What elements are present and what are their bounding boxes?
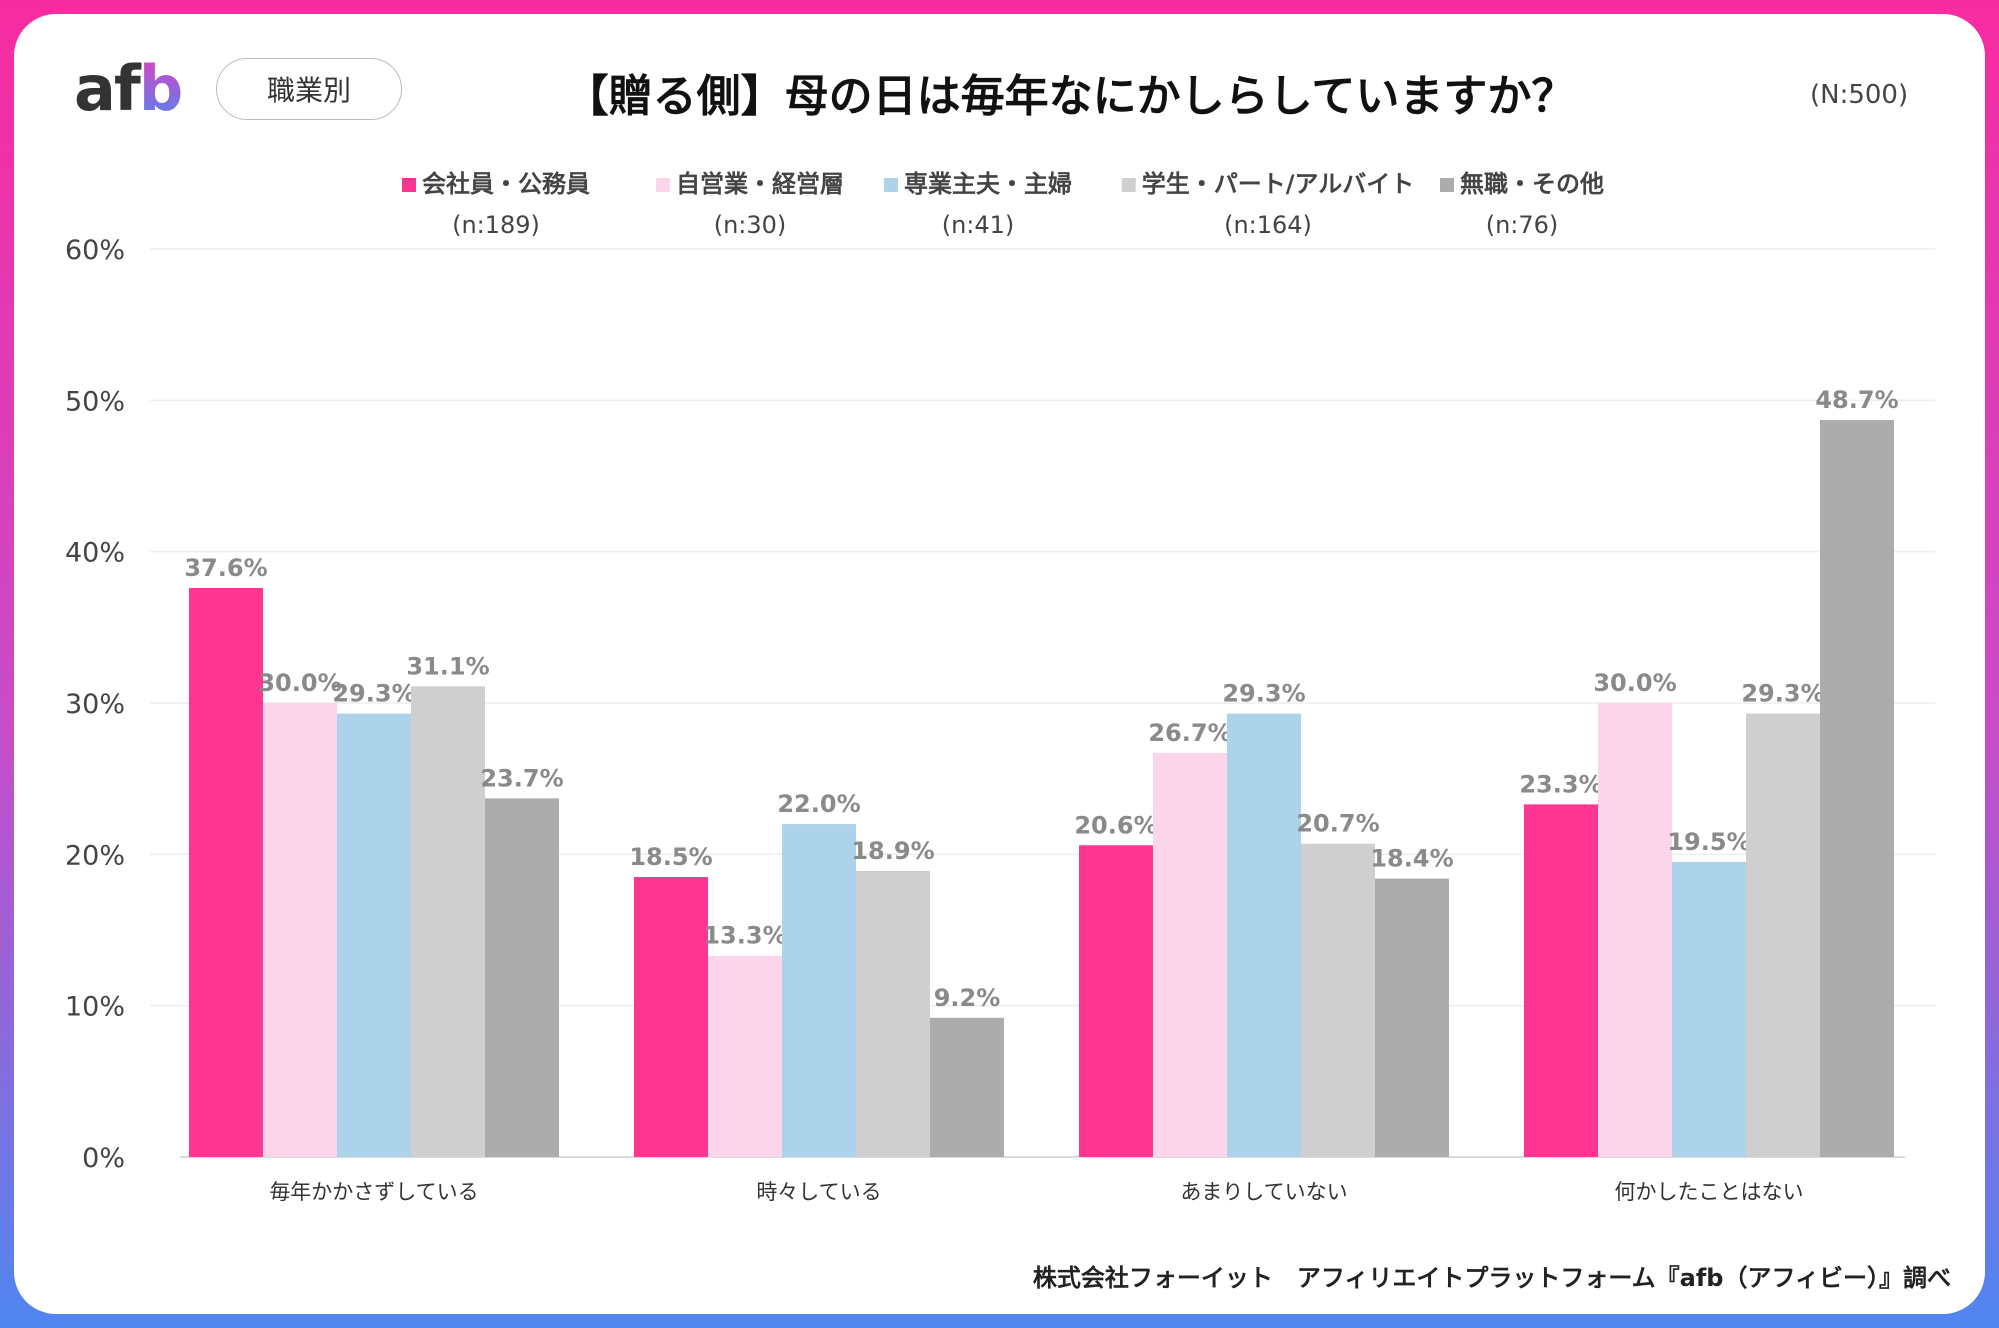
data-label: 29.3%: [1222, 680, 1305, 708]
x-category-label: 毎年かかさずしている: [269, 1180, 478, 1204]
legend-sample-size: (n:164): [1224, 211, 1312, 239]
y-tick-label: 0%: [82, 1143, 125, 1174]
data-label: 30.0%: [258, 669, 341, 697]
legend-item: 学生・パート/アルバイト (n:164): [1121, 164, 1415, 239]
source-credit: 株式会社フォーイット アフィリエイトプラットフォーム『afb（アフィビー）』調べ: [1032, 1264, 1951, 1292]
legend-swatch: [1440, 178, 1454, 192]
legend-item: 無職・その他 (n:76): [1440, 164, 1604, 239]
category-badge: 職業別: [216, 58, 402, 120]
legend-item: 会社員・公務員 (n:189): [402, 164, 590, 239]
bar: [189, 587, 263, 1157]
legend-swatch: [402, 178, 416, 192]
sample-size: (N:500): [1810, 80, 1909, 110]
y-tick-label: 20%: [65, 840, 125, 871]
y-tick-label: 40%: [65, 538, 125, 569]
bar: [1153, 752, 1227, 1157]
data-label: 20.6%: [1074, 811, 1157, 839]
legend-label: 学生・パート/アルバイト: [1141, 170, 1415, 198]
legend-sample-size: (n:189): [452, 211, 540, 239]
bar: [1227, 713, 1301, 1157]
chart-title: 【贈る側】母の日は毎年なにかしらしていますか？: [564, 71, 1576, 122]
afb-logo: afb: [74, 52, 183, 125]
data-label: 9.2%: [934, 984, 1001, 1012]
legend-label: 専業主夫・主婦: [904, 170, 1072, 198]
y-tick-label: 10%: [65, 992, 125, 1023]
data-label: 29.3%: [1741, 680, 1824, 708]
bar: [1524, 804, 1598, 1157]
legend-swatch: [656, 178, 670, 192]
legend-item: 専業主夫・主婦 (n:41): [884, 164, 1072, 239]
bar: [1375, 878, 1449, 1157]
bar: [708, 955, 782, 1157]
legend-sample-size: (n:30): [713, 211, 787, 239]
data-label: 29.3%: [332, 680, 415, 708]
data-label: 18.4%: [1370, 845, 1453, 873]
data-label: 31.1%: [406, 652, 489, 680]
y-tick-label: 60%: [65, 235, 125, 266]
data-label: 19.5%: [1667, 828, 1750, 856]
bar: [1598, 703, 1672, 1157]
bar: [930, 1017, 1004, 1157]
x-category-label: 何かしたことはない: [1615, 1180, 1804, 1204]
legend-swatch: [1121, 178, 1136, 192]
data-label: 18.5%: [629, 843, 712, 871]
data-label: 37.6%: [184, 554, 267, 582]
data-label: 20.7%: [1296, 810, 1379, 838]
bar: [782, 824, 856, 1157]
bar: [1301, 843, 1375, 1157]
legend-item: 自営業・経営層 (n:30): [656, 164, 844, 239]
y-tick-label: 50%: [65, 386, 125, 417]
bar: [1820, 420, 1894, 1157]
legend: 会社員・公務員 (n:189) 自営業・経営層 (n:30) 専業主夫・主婦 (n:41)…: [0, 164, 1999, 244]
bar: [1079, 845, 1153, 1157]
bar: [411, 686, 485, 1157]
data-label: 13.3%: [703, 922, 786, 950]
legend-label: 無職・その他: [1460, 170, 1604, 198]
x-category-label: あまりしていない: [1180, 1180, 1347, 1204]
data-label: 30.0%: [1593, 669, 1676, 697]
data-label: 26.7%: [1148, 719, 1231, 747]
legend-sample-size: (n:41): [941, 211, 1015, 239]
bar: [485, 798, 559, 1157]
legend-label: 自営業・経営層: [676, 170, 844, 198]
data-label: 22.0%: [777, 790, 860, 818]
bar: [856, 870, 930, 1157]
data-label: 18.9%: [851, 837, 934, 865]
bar: [1746, 713, 1820, 1157]
legend-swatch: [884, 178, 898, 192]
x-category-label: 時々している: [756, 1180, 881, 1204]
data-label: 23.3%: [1519, 770, 1602, 798]
bar: [1672, 861, 1746, 1157]
y-tick-label: 30%: [65, 689, 125, 720]
data-label: 48.7%: [1815, 386, 1898, 414]
bar: [337, 713, 411, 1157]
legend-label: 会社員・公務員: [422, 170, 590, 198]
bar: [634, 877, 708, 1157]
legend-sample-size: (n:76): [1485, 211, 1559, 239]
data-label: 23.7%: [480, 764, 563, 792]
bar: [263, 703, 337, 1157]
